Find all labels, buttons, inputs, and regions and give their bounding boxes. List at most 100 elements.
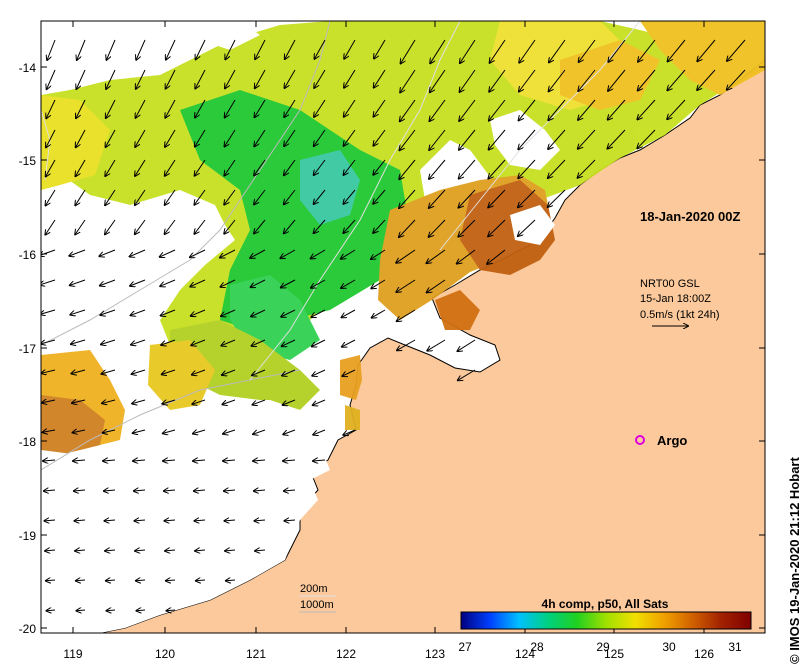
current-arrow [99, 249, 116, 256]
current-arrow [280, 249, 296, 258]
current-arrow [374, 69, 386, 88]
current-arrow [100, 279, 116, 286]
current-arrow [136, 99, 146, 118]
colorbar-tick: 28 [530, 640, 544, 654]
x-axis-labels: 119 120 121 122 123 124 125 126 [63, 647, 714, 661]
current-arrow [161, 339, 176, 345]
current-arrow [47, 610, 56, 611]
colorbar-gradient [460, 611, 752, 630]
current-arrow [549, 69, 566, 91]
current-arrow [371, 249, 386, 259]
current-arrow [519, 99, 536, 120]
current-arrow [578, 129, 596, 149]
current-arrow [75, 520, 86, 521]
current-arrow [165, 99, 176, 118]
x-tick-label: 120 [155, 647, 175, 661]
current-arrow [46, 129, 56, 147]
current-legend-line3: 0.5m/s (1kt 24h) [640, 309, 719, 321]
current-arrow [314, 219, 326, 233]
current-arrow [41, 279, 56, 285]
current-arrow [255, 550, 266, 551]
current-arrow [548, 189, 566, 207]
current-arrow [196, 580, 206, 581]
current-arrow [372, 309, 386, 318]
current-arrow [254, 189, 266, 204]
contour-legend-shallow: 200m [300, 583, 328, 595]
current-legend-line2: 15-Jan 18:00Z [640, 293, 711, 305]
current-arrow [163, 430, 176, 433]
current-arrow [374, 99, 386, 117]
current-arrow [430, 99, 446, 121]
current-arrow [373, 159, 386, 175]
current-arrow [255, 39, 266, 59]
current-arrow [45, 550, 56, 551]
current-arrow [427, 279, 446, 292]
current-arrow [47, 39, 56, 60]
y-tick-label: -16 [19, 248, 37, 262]
current-arrow [162, 369, 176, 374]
x-tick-label: 125 [604, 647, 624, 661]
current-arrow [311, 249, 326, 259]
current-arrow [164, 490, 176, 491]
current-arrow [608, 69, 626, 91]
y-tick-label: -18 [19, 435, 37, 449]
contour-legend-deep: 1000m [300, 599, 334, 611]
current-arrow [100, 309, 116, 315]
current-arrow [190, 249, 206, 257]
current-arrow [162, 399, 176, 404]
current-arrow [133, 430, 146, 433]
current-arrow [342, 369, 356, 376]
current-arrow [285, 69, 296, 88]
sst-field [41, 21, 765, 455]
x-tick-label: 123 [425, 647, 445, 661]
current-arrow [105, 550, 116, 551]
current-arrow [165, 159, 176, 176]
current-arrow [311, 309, 326, 317]
current-arrow [166, 580, 176, 581]
current-arrow [490, 39, 506, 63]
current-arrow [667, 69, 686, 90]
current-arrow [608, 99, 626, 120]
current-arrow [548, 99, 566, 120]
timestamp-label: 18-Jan-2020 00Z [640, 209, 741, 224]
current-arrow [342, 339, 356, 347]
current-arrow [105, 520, 116, 521]
current-arrow [251, 309, 266, 317]
current-arrow [223, 460, 236, 461]
current-arrow [41, 249, 56, 256]
current-arrow [314, 189, 326, 204]
current-arrow [488, 219, 506, 236]
current-arrow [343, 219, 356, 233]
current-arrow [549, 39, 566, 62]
current-arrow [284, 159, 296, 175]
x-tick-label: 124 [515, 647, 535, 661]
current-arrow [196, 39, 206, 59]
current-arrow [397, 339, 416, 350]
current-arrow [134, 490, 146, 491]
current-arrow [105, 189, 116, 205]
current-arrow [314, 69, 326, 88]
current-arrow [429, 219, 446, 237]
current-arrow [73, 430, 86, 433]
current-arrow [135, 159, 146, 176]
current-arrow [254, 129, 266, 146]
current-arrow [285, 39, 296, 59]
current-arrow [341, 279, 356, 288]
current-arrow [41, 309, 56, 314]
credit-label: © IMOS 19-Jan-2020 21:12 Hobart [787, 457, 802, 664]
current-arrow [106, 129, 116, 147]
current-arrow [400, 69, 416, 92]
current-arrow [165, 129, 176, 147]
current-arrow [399, 159, 416, 179]
current-arrow [131, 339, 146, 345]
current-arrow [135, 129, 146, 147]
current-arrow [43, 460, 56, 461]
y-tick-label: -14 [19, 61, 37, 75]
current-arrow [344, 39, 356, 59]
current-arrow [225, 550, 236, 551]
current-arrow [518, 219, 536, 236]
current-arrow [578, 159, 596, 178]
y-tick-label: -17 [19, 342, 37, 356]
current-arrow [396, 249, 416, 263]
current-arrow [373, 219, 386, 233]
